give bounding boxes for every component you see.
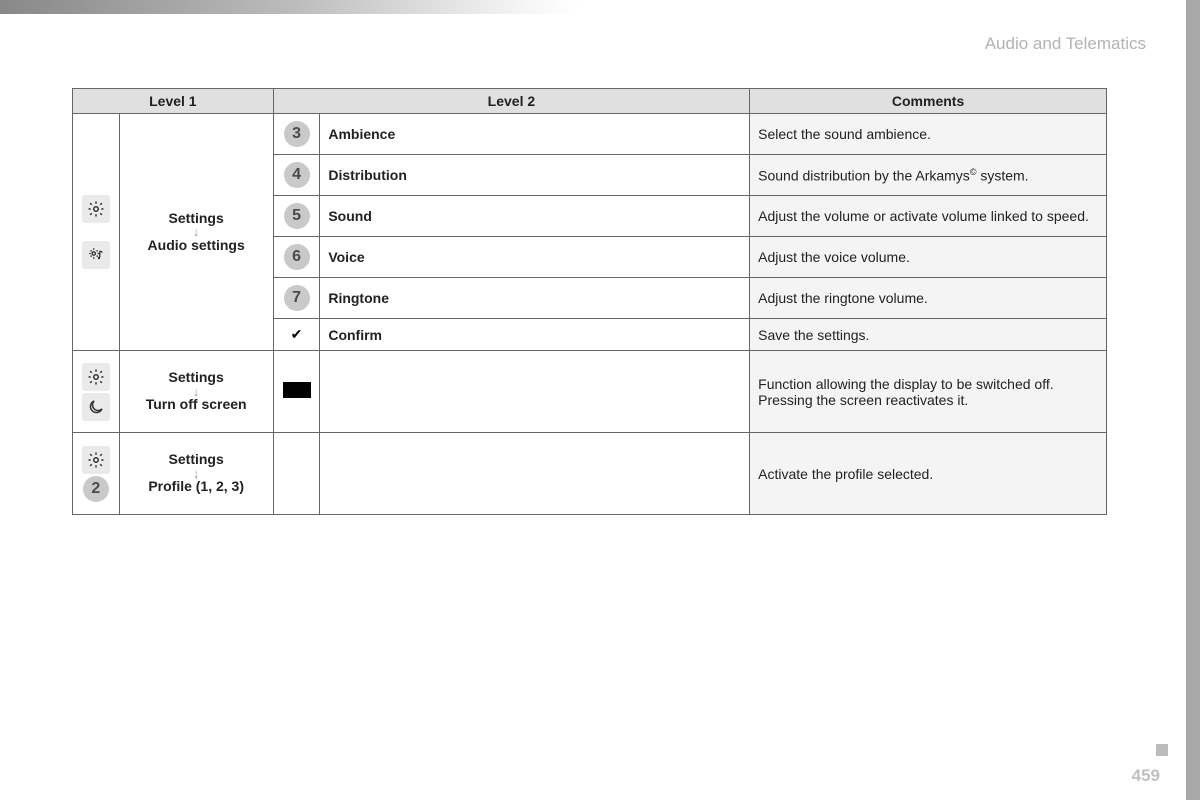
gear-icon	[82, 363, 110, 391]
gear-icon	[82, 195, 110, 223]
step-5-badge: 5	[284, 203, 310, 229]
row-turnoff-label	[320, 351, 750, 433]
table-row: Settings ↓ Audio settings 3 Ambience Sel…	[73, 114, 1107, 155]
row-confirm-comment: Save the settings.	[750, 319, 1107, 351]
moon-icon	[82, 393, 110, 421]
row-ambience-comment: Select the sound ambience.	[750, 114, 1107, 155]
row-ambience-label: Ambience	[320, 114, 750, 155]
nav-audio-settings-label: Audio settings	[148, 238, 245, 253]
gear-music-icon	[82, 241, 110, 269]
row-confirm-label: Confirm	[320, 319, 750, 351]
level1-icons	[73, 114, 120, 351]
row-voice-label: Voice	[320, 237, 750, 278]
step-6-badge: 6	[284, 244, 310, 270]
row-sound-comment: Adjust the volume or activate volume lin…	[750, 196, 1107, 237]
settings-table: Level 1 Level 2 Comments	[72, 88, 1107, 515]
level1-nav-turnoff: Settings ↓ Turn off screen	[119, 351, 273, 433]
row-profile-label	[320, 433, 750, 515]
profile-2-badge: 2	[83, 476, 109, 502]
header-level1: Level 1	[73, 89, 274, 114]
row-sound-label: Sound	[320, 196, 750, 237]
gear-icon	[82, 446, 110, 474]
table-row: 2 Settings ↓ Profile (1, 2, 3) Activate …	[73, 433, 1107, 515]
level1-icons-profile: 2	[73, 433, 120, 515]
table-row: Settings ↓ Turn off screen Function allo…	[73, 351, 1107, 433]
row-profile-icon	[273, 433, 320, 515]
check-icon: ✔	[291, 326, 303, 342]
top-gradient-bar	[0, 0, 580, 14]
page-corner-marker	[1156, 744, 1168, 756]
level1-nav-profile: Settings ↓ Profile (1, 2, 3)	[119, 433, 273, 515]
screen-off-icon	[283, 382, 311, 398]
step-3-badge: 3	[284, 121, 310, 147]
nav-profile-label: Profile (1, 2, 3)	[148, 479, 244, 494]
header-level2: Level 2	[273, 89, 749, 114]
level1-nav-audio: Settings ↓ Audio settings	[119, 114, 273, 351]
row-distribution-label: Distribution	[320, 155, 750, 196]
nav-turnoff-label: Turn off screen	[146, 397, 247, 412]
table-header-row: Level 1 Level 2 Comments	[73, 89, 1107, 114]
step-7-badge: 7	[284, 285, 310, 311]
step-4-badge: 4	[284, 162, 310, 188]
row-distribution-comment: Sound distribution by the Arkamys© syste…	[750, 155, 1107, 196]
header-comments: Comments	[750, 89, 1107, 114]
row-profile-comment: Activate the profile selected.	[750, 433, 1107, 515]
page-number: 459	[1132, 766, 1160, 786]
right-side-bar	[1186, 0, 1200, 800]
row-turnoff-comment: Function allowing the display to be swit…	[750, 351, 1107, 433]
row-ringtone-label: Ringtone	[320, 278, 750, 319]
section-title: Audio and Telematics	[985, 34, 1146, 54]
row-ringtone-comment: Adjust the ringtone volume.	[750, 278, 1107, 319]
row-voice-comment: Adjust the voice volume.	[750, 237, 1107, 278]
level1-icons-turnoff	[73, 351, 120, 433]
